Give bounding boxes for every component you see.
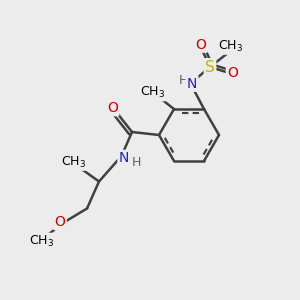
Text: CH$_3$: CH$_3$ (61, 154, 86, 169)
Text: S: S (205, 59, 215, 74)
Text: O: O (196, 38, 206, 52)
Text: CH$_3$: CH$_3$ (218, 38, 244, 54)
Text: N: N (119, 151, 129, 165)
Text: CH$_3$: CH$_3$ (29, 234, 55, 249)
Text: O: O (227, 66, 238, 80)
Text: H: H (178, 74, 188, 87)
Text: H: H (132, 156, 141, 169)
Text: N: N (187, 76, 197, 91)
Text: O: O (107, 101, 118, 115)
Text: CH$_3$: CH$_3$ (140, 85, 166, 100)
Text: O: O (55, 215, 65, 229)
